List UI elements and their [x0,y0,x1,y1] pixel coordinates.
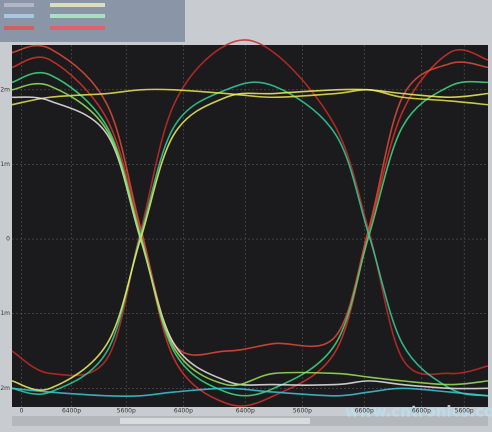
x-tick-label: 6400p [62,408,81,415]
watermark: www.cntronics.com [345,403,492,421]
legend-swatch [4,26,34,30]
y-tick-label: 1m [0,161,10,168]
eye-trace [11,88,489,391]
grid [12,45,488,407]
eye-trace [11,81,489,397]
x-tick-label: 0 [20,408,24,415]
x-tick-label: 5600p [455,408,474,415]
eye-trace [11,387,489,398]
legend-swatch [50,14,105,18]
eye-trace [11,71,489,397]
scroll-thumb[interactable] [120,418,310,424]
eye-trace [11,96,489,390]
legend-swatch [50,26,105,30]
y-tick-label: 2m [0,86,10,93]
legend-swatch [4,14,34,18]
y-tick-label: -2m [0,385,10,392]
eye-trace [11,39,489,377]
x-tick-label: 5600p [117,408,136,415]
eye-trace [11,88,489,106]
y-tick-label: 0 [6,236,10,243]
x-tick-label: 6400p [174,408,193,415]
legend-swatch [4,3,34,7]
x-tick-label: 5600p [293,408,312,415]
x-tick-label: 6400p [236,408,255,415]
x-tick-label: 6600p [355,408,374,415]
eye-trace [11,48,489,407]
eye-trace [11,82,489,387]
y-tick-label: -1m [0,310,10,317]
x-tick-label: 6600p [412,408,431,415]
legend-swatch [50,3,105,7]
traces [11,39,489,407]
